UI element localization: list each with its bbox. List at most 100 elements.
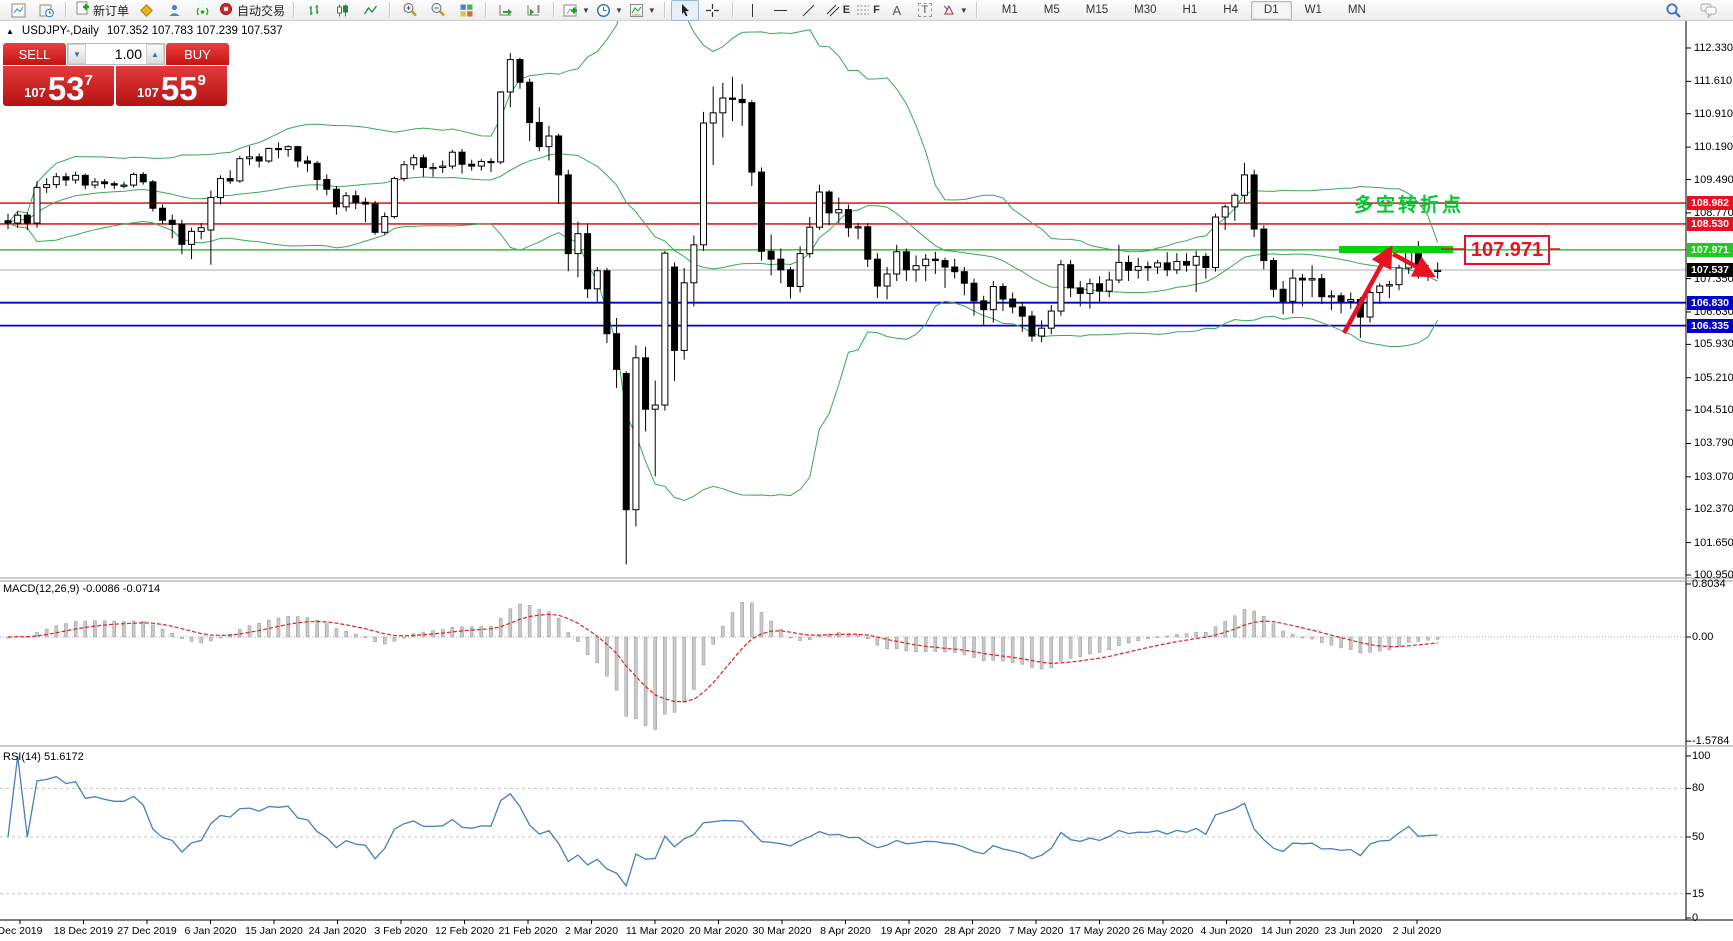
spinner-up-icon: ▲ <box>151 49 159 59</box>
fibonacci-tool-button[interactable]: F <box>853 0 883 21</box>
price-tick-label: 103.070 <box>1694 470 1733 483</box>
signals-button[interactable] <box>188 0 216 21</box>
sell-price-pips: 53 <box>47 69 85 107</box>
rsi-axis-label: 15 <box>1692 887 1705 900</box>
timeframe-button-D1[interactable]: D1 <box>1250 0 1292 20</box>
date-tick-label: 12 Feb 2020 <box>435 925 494 937</box>
cursor-tool-button[interactable] <box>670 0 699 21</box>
date-tick-label: 26 May 2020 <box>1132 925 1194 937</box>
vertical-line-tool-button[interactable] <box>739 0 767 21</box>
toolbar-right <box>1659 0 1729 21</box>
price-tick-label: 101.650 <box>1694 536 1733 549</box>
buy-button[interactable]: BUY <box>166 43 229 65</box>
price-badge-107.971: 107.971 <box>1687 242 1733 257</box>
text-glyph: A <box>892 2 902 18</box>
bar-chart-button[interactable] <box>300 0 328 21</box>
tile-windows-button[interactable] <box>452 0 480 21</box>
zoom-in-button[interactable] <box>396 0 424 21</box>
volume-box: ▼ ▲ <box>67 43 165 65</box>
candlestick-chart-button[interactable] <box>328 0 356 21</box>
price-tick-label: 110.910 <box>1694 107 1733 120</box>
search-button[interactable] <box>1659 0 1687 21</box>
autotrading-label: 自动交易 <box>237 3 286 18</box>
chat-button[interactable] <box>1695 0 1723 21</box>
new-order-button[interactable]: 新订单 <box>72 0 132 21</box>
symbol-period-label: USDJPY-,Daily <box>21 25 99 37</box>
date-tick-label: 21 Feb 2020 <box>498 925 558 937</box>
rsi-axis-label: 50 <box>1692 831 1705 843</box>
date-tick-label: 28 Apr 2020 <box>944 925 1001 937</box>
date-tick-label: Dec 2019 <box>0 925 43 937</box>
timeframe-button-M15[interactable]: M15 <box>1085 4 1109 16</box>
date-tick-label: 23 Jun 2020 <box>1324 925 1383 937</box>
date-tick-label: 14 Jun 2020 <box>1261 925 1319 937</box>
date-tick-label: 19 Apr 2020 <box>880 925 938 937</box>
virtual-hosting-button[interactable] <box>160 0 188 21</box>
volume-input[interactable] <box>86 44 146 64</box>
quote-bar: ▲ USDJPY-,Daily 107.352 107.783 107.239 … <box>6 25 283 37</box>
volume-increase-button[interactable]: ▲ <box>146 44 164 64</box>
dropdown-caret-icon: ▼ <box>647 5 656 15</box>
indicators-button[interactable]: ▼ <box>560 0 593 21</box>
mql-community-button[interactable] <box>132 0 160 21</box>
price-tick-label: 111.610 <box>1694 75 1733 88</box>
sell-price-point: 7 <box>84 72 93 89</box>
toolbar-separator <box>65 2 67 18</box>
line-chart-button[interactable] <box>356 0 384 21</box>
timeframe-button-W1[interactable]: W1 <box>1304 4 1322 16</box>
timeframe-group: M1 M5 M15 M30 H1 H4 D1 W1 MN <box>989 0 1379 20</box>
timeframe-button-MN[interactable]: MN <box>1347 4 1366 16</box>
buy-price-point: 9 <box>197 72 206 89</box>
arrows-tool-button[interactable]: ▼ <box>939 0 971 21</box>
timeframe-button-H1[interactable]: H1 <box>1182 4 1198 16</box>
date-tick-label: 8 Apr 2020 <box>820 925 871 937</box>
dropdown-caret-icon: ▼ <box>959 5 968 15</box>
horizontal-line-tool-button[interactable] <box>767 0 795 21</box>
crosshair-tool-button[interactable] <box>699 0 727 21</box>
toolbar-separator <box>731 2 734 18</box>
price-badge-107.537: 107.537 <box>1687 262 1733 277</box>
zoom-out-button[interactable] <box>424 0 452 21</box>
new-chart-button[interactable] <box>4 0 32 21</box>
chart-shift-button[interactable] <box>520 0 548 21</box>
timeframe-button-H4[interactable]: H4 <box>1223 4 1238 16</box>
sell-button[interactable]: SELL <box>3 43 66 65</box>
timeframe-button-M5[interactable]: M5 <box>1043 4 1060 16</box>
profiles-button[interactable] <box>32 0 60 21</box>
autotrading-button[interactable]: 自动交易 <box>216 0 288 21</box>
text-label-tool-button[interactable]: T <box>911 0 939 21</box>
date-tick-label: 4 Jun 2020 <box>1200 925 1253 937</box>
collapse-icon[interactable]: ▲ <box>6 26 14 36</box>
templates-button[interactable]: ▼ <box>626 0 659 21</box>
trendline-tool-button[interactable] <box>795 0 823 21</box>
date-tick-label: 2 Mar 2020 <box>564 925 619 937</box>
macd-indicator-label: MACD(12,26,9) -0.0086 -0.0714 <box>3 583 161 595</box>
auto-scroll-button[interactable] <box>492 0 520 21</box>
text-tool-button[interactable]: A <box>883 0 911 21</box>
price-badge-108.982: 108.982 <box>1687 196 1733 211</box>
date-tick-label: 17 May 2020 <box>1069 925 1130 937</box>
timeframe-button-M30[interactable]: M30 <box>1134 4 1157 16</box>
buy-price-box[interactable]: 107 55 9 <box>116 66 227 106</box>
volume-decrease-button[interactable]: ▼ <box>68 44 86 64</box>
rsi-axis-label: 0 <box>1692 912 1699 924</box>
autotrading-icon <box>219 1 234 19</box>
timeframe-button-M1[interactable]: M1 <box>1001 4 1018 16</box>
price-badge-106.830: 106.830 <box>1687 295 1733 310</box>
equidistant-channel-tool-button[interactable]: E <box>823 0 853 21</box>
rsi-axis-label: 80 <box>1692 782 1705 795</box>
price-tick-label: 112.330 <box>1694 42 1733 54</box>
toolbar-separator <box>389 2 392 18</box>
buy-price-pips: 55 <box>160 69 198 107</box>
date-tick-label: 11 Mar 2020 <box>625 925 685 937</box>
date-tick-label: 7 May 2020 <box>1008 925 1064 937</box>
sell-price-box[interactable]: 107 53 7 <box>3 66 114 106</box>
date-tick-label: 6 Jan 2020 <box>184 925 237 937</box>
buy-price-figure: 107 <box>137 85 159 100</box>
periods-button[interactable]: ▼ <box>593 0 626 21</box>
price-tick-label: 105.210 <box>1694 371 1733 384</box>
new-order-label: 新订单 <box>93 3 130 18</box>
macd-axis-label: 0.8034 <box>1692 577 1726 590</box>
date-tick-label: 30 Mar 2020 <box>752 925 812 937</box>
